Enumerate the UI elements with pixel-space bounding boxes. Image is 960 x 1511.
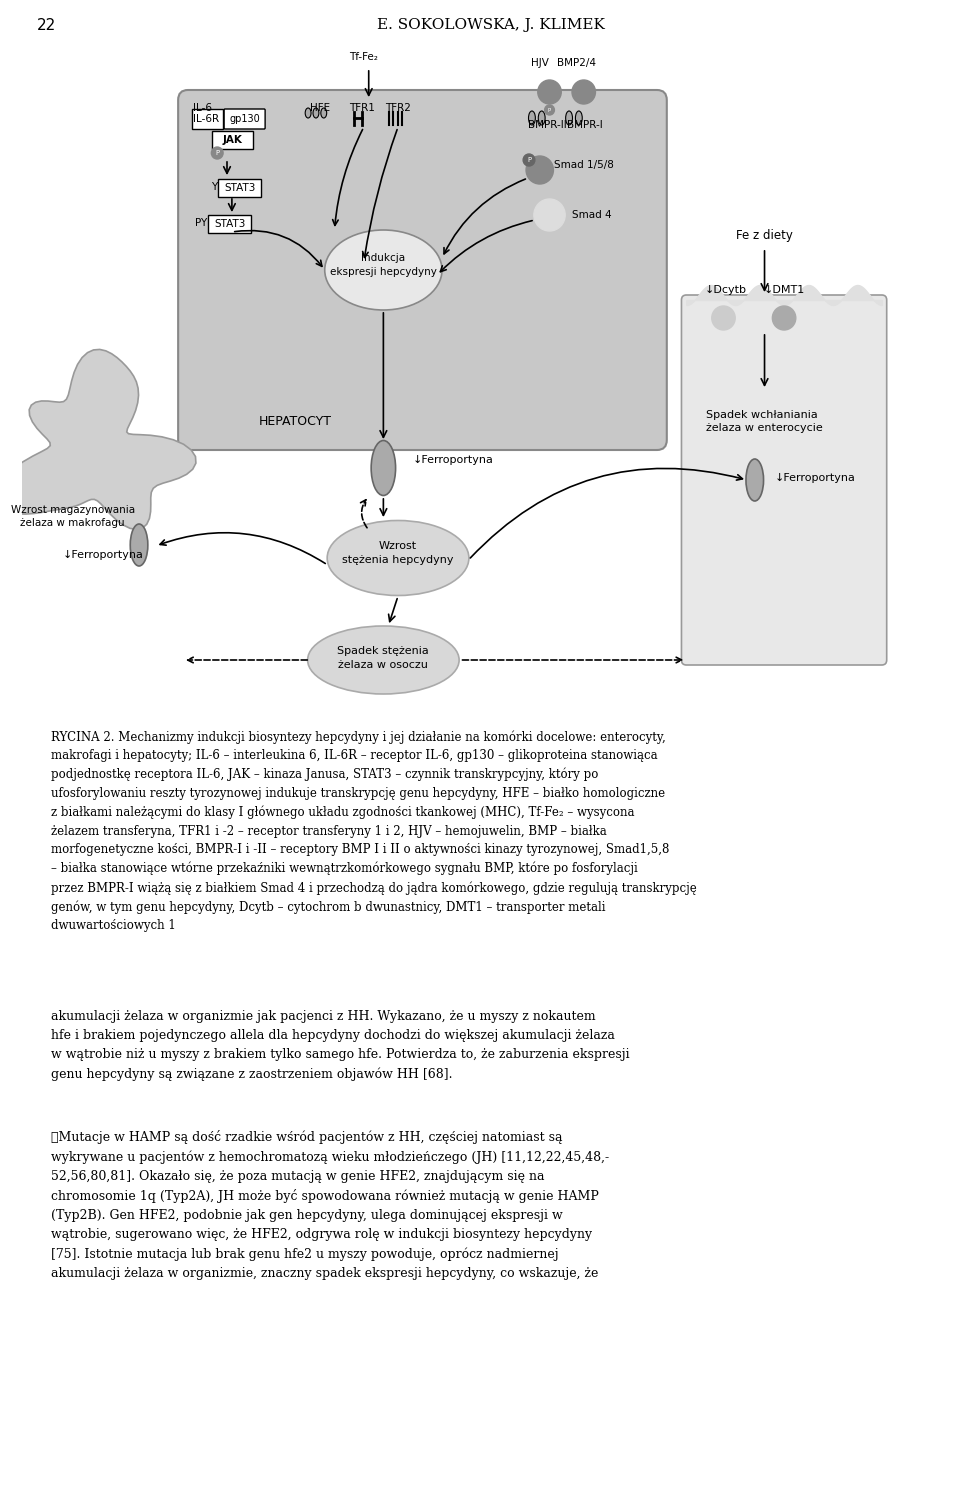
Circle shape [211,147,223,159]
FancyBboxPatch shape [218,178,261,196]
FancyBboxPatch shape [192,109,223,128]
Text: P: P [548,107,551,112]
Ellipse shape [305,107,311,118]
Circle shape [711,307,735,329]
Ellipse shape [575,110,583,125]
Text: STAT3: STAT3 [214,219,246,230]
Text: P: P [215,150,219,156]
Ellipse shape [321,107,326,118]
Text: IL-6R: IL-6R [193,113,219,124]
Circle shape [523,154,535,166]
FancyBboxPatch shape [224,109,265,128]
Text: Spadek stężenia
żelaza w osoczu: Spadek stężenia żelaza w osoczu [338,647,429,669]
Text: HEPATOCYT: HEPATOCYT [259,416,332,428]
Ellipse shape [539,110,545,125]
Ellipse shape [324,230,442,310]
Circle shape [538,80,562,104]
Ellipse shape [746,459,763,502]
Text: JAK: JAK [223,134,243,145]
Polygon shape [0,349,196,529]
Text: E. SOKOLOWSKA, J. KLIMEK: E. SOKOLOWSKA, J. KLIMEK [377,18,605,32]
Text: Indukcja
ekspresji hepcydyny: Indukcja ekspresji hepcydyny [330,254,437,277]
Circle shape [526,156,553,184]
Text: Fe z diety: Fe z diety [736,230,793,242]
Text: Wzrost
stężenia hepcydyny: Wzrost stężenia hepcydyny [343,541,454,565]
Text: ↓Dcytb: ↓Dcytb [705,286,747,295]
Text: BMPR-II: BMPR-II [528,119,566,130]
Ellipse shape [372,441,396,496]
Ellipse shape [307,626,459,694]
Ellipse shape [131,524,148,567]
Ellipse shape [313,107,319,118]
Text: Smad 4: Smad 4 [572,210,612,221]
Circle shape [773,307,796,329]
Text: akumulacji żelaza w organizmie jak pacjenci z HH. Wykazano, że u myszy z nokaute: akumulacji żelaza w organizmie jak pacje… [51,1009,630,1080]
Text: Spadek wchłaniania
żelaza w enterocycie: Spadek wchłaniania żelaza w enterocycie [706,409,823,434]
Text: Tf-Fe₂: Tf-Fe₂ [349,51,378,62]
FancyBboxPatch shape [682,295,887,665]
Text: ↓Ferroportyna: ↓Ferroportyna [775,473,855,484]
Text: 22: 22 [36,18,56,33]
Text: BMP2/4: BMP2/4 [558,57,596,68]
FancyBboxPatch shape [179,91,667,450]
Text: ↓Ferroportyna: ↓Ferroportyna [62,550,144,561]
Text: TFR2: TFR2 [385,103,411,113]
Text: HFE: HFE [310,103,330,113]
Text: ↓DMT1: ↓DMT1 [763,286,804,295]
Text: BMPR-I: BMPR-I [567,119,603,130]
Text: Smad 1/5/8: Smad 1/5/8 [555,160,614,171]
FancyBboxPatch shape [208,215,252,233]
Text: HJV: HJV [531,57,549,68]
Text: Mutacje w HAMP są dość rzadkie wśród pacjentów z HH, częściej natomiast są
wykry: Mutacje w HAMP są dość rzadkie wśród pac… [51,1130,610,1280]
Ellipse shape [565,110,572,125]
Circle shape [572,80,595,104]
Text: PY: PY [195,218,207,228]
Ellipse shape [529,110,536,125]
Text: Wzrost magazynowania
żelaza w makrofagu: Wzrost magazynowania żelaza w makrofagu [11,505,134,529]
Text: Y: Y [211,181,217,192]
Text: STAT3: STAT3 [224,183,255,193]
FancyBboxPatch shape [212,131,253,150]
Text: gp130: gp130 [229,113,260,124]
Text: IL-6: IL-6 [193,103,212,113]
Text: TFR1: TFR1 [348,103,374,113]
Text: P: P [527,157,531,163]
Circle shape [544,104,555,115]
Text: ↓Ferroportyna: ↓Ferroportyna [413,455,493,465]
Text: RYCINA 2. Mechanizmy indukcji biosyntezy hepcydyny i jej działanie na komórki do: RYCINA 2. Mechanizmy indukcji biosyntezy… [51,730,697,932]
Ellipse shape [327,520,468,595]
Circle shape [534,199,565,231]
